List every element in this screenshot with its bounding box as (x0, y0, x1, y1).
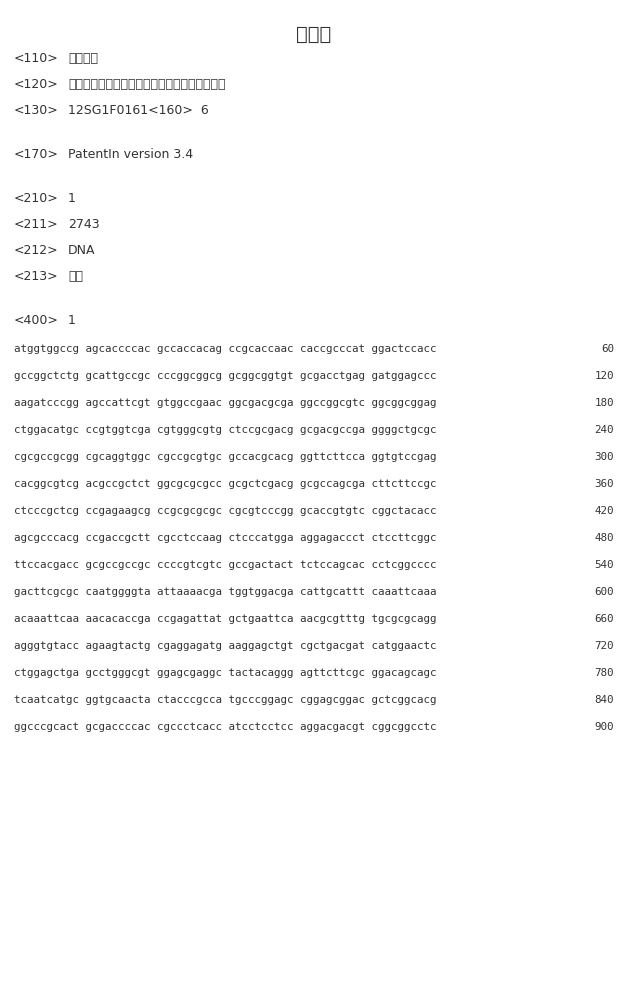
Text: cgcgccgcgg cgcaggtggc cgccgcgtgc gccacgcacg ggttcttcca ggtgtccgag: cgcgccgcgg cgcaggtggc cgccgcgtgc gccacgc… (14, 452, 436, 462)
Text: <213>: <213> (14, 270, 58, 283)
Text: ggcccgcact gcgaccccac cgccctcacc atcctcctcc aggacgacgt cggcggcctc: ggcccgcact gcgaccccac cgccctcacc atcctcc… (14, 722, 436, 732)
Text: 480: 480 (595, 533, 614, 543)
Text: 660: 660 (595, 614, 614, 624)
Text: 江汉大学: 江汉大学 (68, 52, 98, 65)
Text: 780: 780 (595, 668, 614, 678)
Text: agggtgtacc agaagtactg cgaggagatg aaggagctgt cgctgacgat catggaactc: agggtgtacc agaagtactg cgaggagatg aaggagc… (14, 641, 436, 651)
Text: ctggagctga gcctgggcgt ggagcgaggc tactacaggg agttcttcgc ggacagcagc: ctggagctga gcctgggcgt ggagcgaggc tactaca… (14, 668, 436, 678)
Text: 1: 1 (68, 192, 76, 205)
Text: PatentIn version 3.4: PatentIn version 3.4 (68, 148, 193, 161)
Text: <210>: <210> (14, 192, 59, 205)
Text: 900: 900 (595, 722, 614, 732)
Text: ctggacatgc ccgtggtcga cgtgggcgtg ctccgcgacg gcgacgccga ggggctgcgc: ctggacatgc ccgtggtcga cgtgggcgtg ctccgcg… (14, 425, 436, 435)
Text: 60: 60 (601, 344, 614, 354)
Text: 240: 240 (595, 425, 614, 435)
Text: <120>: <120> (14, 78, 59, 91)
Text: 360: 360 (595, 479, 614, 489)
Text: <170>: <170> (14, 148, 59, 161)
Text: 300: 300 (595, 452, 614, 462)
Text: acaaattcaa aacacaccga ccgagattat gctgaattca aacgcgtttg tgcgcgcagg: acaaattcaa aacacaccga ccgagattat gctgaat… (14, 614, 436, 624)
Text: gacttcgcgc caatggggta attaaaacga tggtggacga cattgcattt caaattcaaa: gacttcgcgc caatggggta attaaaacga tggtgga… (14, 587, 436, 597)
Text: <110>: <110> (14, 52, 59, 65)
Text: 540: 540 (595, 560, 614, 570)
Text: 720: 720 (595, 641, 614, 651)
Text: 序列表: 序列表 (296, 25, 332, 44)
Text: <211>: <211> (14, 218, 58, 231)
Text: 180: 180 (595, 398, 614, 408)
Text: 12SG1F0161<160>  6: 12SG1F0161<160> 6 (68, 104, 208, 117)
Text: 水稻: 水稻 (68, 270, 83, 283)
Text: <130>: <130> (14, 104, 59, 117)
Text: gccggctctg gcattgccgc cccggcggcg gcggcggtgt gcgacctgag gatggagccc: gccggctctg gcattgccgc cccggcggcg gcggcgg… (14, 371, 436, 381)
Text: 420: 420 (595, 506, 614, 516)
Text: ctcccgctcg ccgagaagcg ccgcgcgcgc cgcgtcccgg gcaccgtgtc cggctacacc: ctcccgctcg ccgagaagcg ccgcgcgcgc cgcgtcc… (14, 506, 436, 516)
Text: 1: 1 (68, 314, 76, 327)
Text: <212>: <212> (14, 244, 58, 257)
Text: 2743: 2743 (68, 218, 100, 231)
Text: atggtggccg agcaccccac gccaccacag ccgcaccaac caccgcccat ggactccacc: atggtggccg agcaccccac gccaccacag ccgcacc… (14, 344, 436, 354)
Text: ttccacgacc gcgccgccgc ccccgtcgtc gccgactact tctccagcac cctcggcccc: ttccacgacc gcgccgccgc ccccgtcgtc gccgact… (14, 560, 436, 570)
Text: <400>: <400> (14, 314, 59, 327)
Text: DNA: DNA (68, 244, 95, 257)
Text: agcgcccacg ccgaccgctt cgcctccaag ctcccatgga aggagaccct ctccttcggc: agcgcccacg ccgaccgctt cgcctccaag ctcccat… (14, 533, 436, 543)
Text: cacggcgtcg acgccgctct ggcgcgcgcc gcgctcgacg gcgccagcga cttcttccgc: cacggcgtcg acgccgctct ggcgcgcgcc gcgctcg… (14, 479, 436, 489)
Text: tcaatcatgc ggtgcaacta ctacccgcca tgcccggagc cggagcggac gctcggcacg: tcaatcatgc ggtgcaacta ctacccgcca tgcccgg… (14, 695, 436, 705)
Text: aagatcccgg agccattcgt gtggccgaac ggcgacgcga ggccggcgtc ggcggcggag: aagatcccgg agccattcgt gtggccgaac ggcgacg… (14, 398, 436, 408)
Text: 一种快速、准确的检测杂交水稻种子纯度的方法: 一种快速、准确的检测杂交水稻种子纯度的方法 (68, 78, 225, 91)
Text: 840: 840 (595, 695, 614, 705)
Text: 120: 120 (595, 371, 614, 381)
Text: 600: 600 (595, 587, 614, 597)
